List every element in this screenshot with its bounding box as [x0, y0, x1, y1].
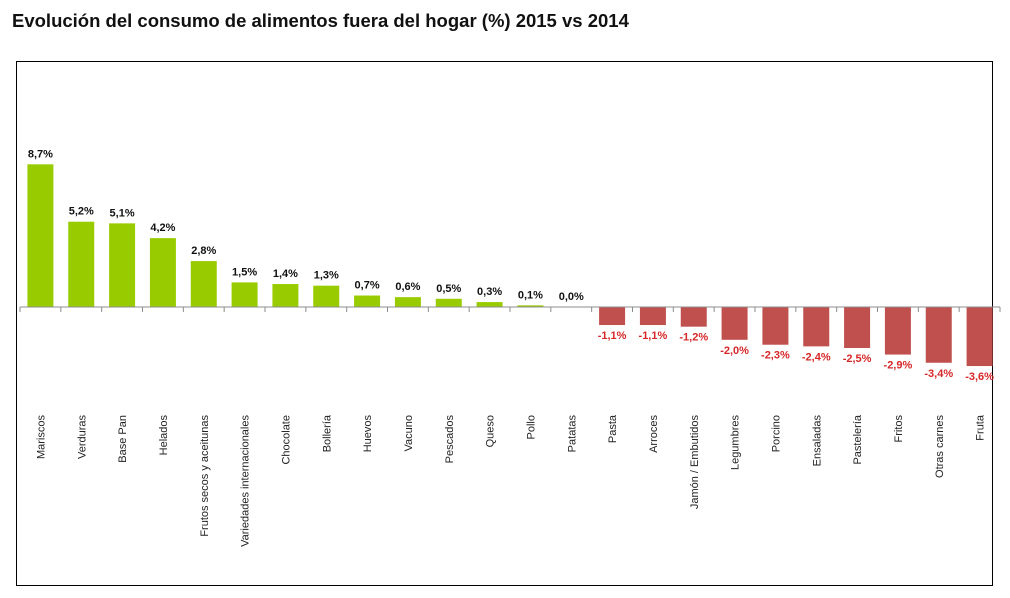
category-labels-group: Mariscos Verduras Base Pan Helados Frutos se… — [35, 414, 986, 547]
data-label: -1,1% — [639, 330, 668, 342]
category-label: Base Pan — [117, 415, 129, 463]
data-label: 0,5% — [436, 283, 461, 295]
bar-jam-n-embutidos — [680, 307, 707, 327]
bar-pasteler-a — [844, 307, 871, 348]
data-label: -2,0% — [720, 345, 749, 357]
bar-queso — [476, 302, 503, 307]
category-label: Fruta — [975, 414, 987, 441]
data-label: -1,1% — [598, 330, 627, 342]
bar-pollo — [517, 305, 544, 307]
bar-legumbres — [721, 307, 748, 340]
category-label: Frutos secos y aceitunas — [199, 415, 211, 537]
data-label: -2,3% — [761, 350, 790, 362]
data-labels-group: 8,7% 5,2% 5,1% 4,2% 2,8% 1,5% 1,4% 1,3% 0,7% 0,6%… — [28, 148, 994, 383]
data-label: 2,8% — [191, 245, 216, 257]
bar-mariscos — [27, 164, 54, 307]
category-label: Mariscos — [35, 415, 47, 460]
bar-pasta — [599, 307, 626, 326]
bar-otras-carnes — [925, 307, 952, 363]
data-label: -2,9% — [884, 360, 913, 372]
category-label: Verduras — [76, 415, 88, 460]
category-label: Chocolate — [280, 415, 292, 465]
data-label: -2,4% — [802, 351, 831, 363]
bar-frutos-secos-y-aceitunas — [190, 261, 217, 307]
bar-arroces — [639, 307, 666, 326]
category-label: Pasta — [607, 414, 619, 443]
category-label: Bollería — [321, 414, 333, 452]
category-label: Fritos — [893, 415, 905, 443]
bar-boller-a — [313, 285, 340, 307]
category-label: Pescados — [444, 415, 456, 464]
data-label: 0,3% — [477, 286, 502, 298]
category-label: Porcino — [770, 415, 782, 452]
category-label: Queso — [485, 415, 497, 447]
data-label: 4,2% — [150, 222, 175, 234]
bar-pescados — [435, 298, 462, 307]
bar-verduras — [68, 221, 95, 307]
category-label: Huevos — [362, 415, 374, 453]
category-label: Vacuno — [403, 415, 415, 452]
chart-title: Evolución del consumo de alimentos fuera… — [12, 10, 629, 31]
category-label: Variedades internacionales — [240, 415, 252, 547]
data-label: -1,2% — [679, 332, 708, 344]
category-label: Jamón / Embutidos — [689, 415, 701, 510]
bar-variedades-internacionales — [231, 282, 258, 307]
bar-helados — [149, 238, 176, 307]
data-label: -3,6% — [965, 371, 994, 383]
bar-porcino — [762, 307, 789, 345]
bars-group — [27, 164, 993, 367]
data-label: 8,7% — [28, 148, 53, 160]
bar-chocolate — [272, 284, 299, 307]
category-label: Pastelería — [852, 414, 864, 464]
bar-vacuno — [394, 297, 421, 307]
category-label: Helados — [158, 415, 170, 456]
data-label: 5,1% — [110, 207, 135, 219]
category-label: Patatas — [566, 415, 578, 453]
data-label: 0,6% — [395, 281, 420, 293]
category-label: Ensaladas — [811, 415, 823, 467]
data-label: 5,2% — [69, 206, 94, 218]
bar-ensaladas — [803, 307, 830, 347]
category-label: Pollo — [525, 415, 537, 439]
data-label: -3,4% — [924, 368, 953, 380]
data-label: 0,0% — [559, 291, 584, 303]
category-label: Arroces — [648, 415, 660, 453]
data-label: 1,4% — [273, 268, 298, 280]
data-label: 0,1% — [518, 289, 543, 301]
category-label: Legumbres — [730, 415, 742, 471]
data-label: -2,5% — [843, 353, 872, 365]
bar-base-pan — [109, 223, 136, 307]
data-label: 0,7% — [355, 280, 380, 292]
bar-fritos — [884, 307, 911, 355]
bar-fruta — [966, 307, 993, 367]
bar-huevos — [354, 295, 381, 307]
tick-group — [19, 307, 1001, 312]
category-label: Otras carnes — [934, 415, 946, 478]
data-label: 1,5% — [232, 266, 257, 278]
data-label: 1,3% — [314, 270, 339, 282]
